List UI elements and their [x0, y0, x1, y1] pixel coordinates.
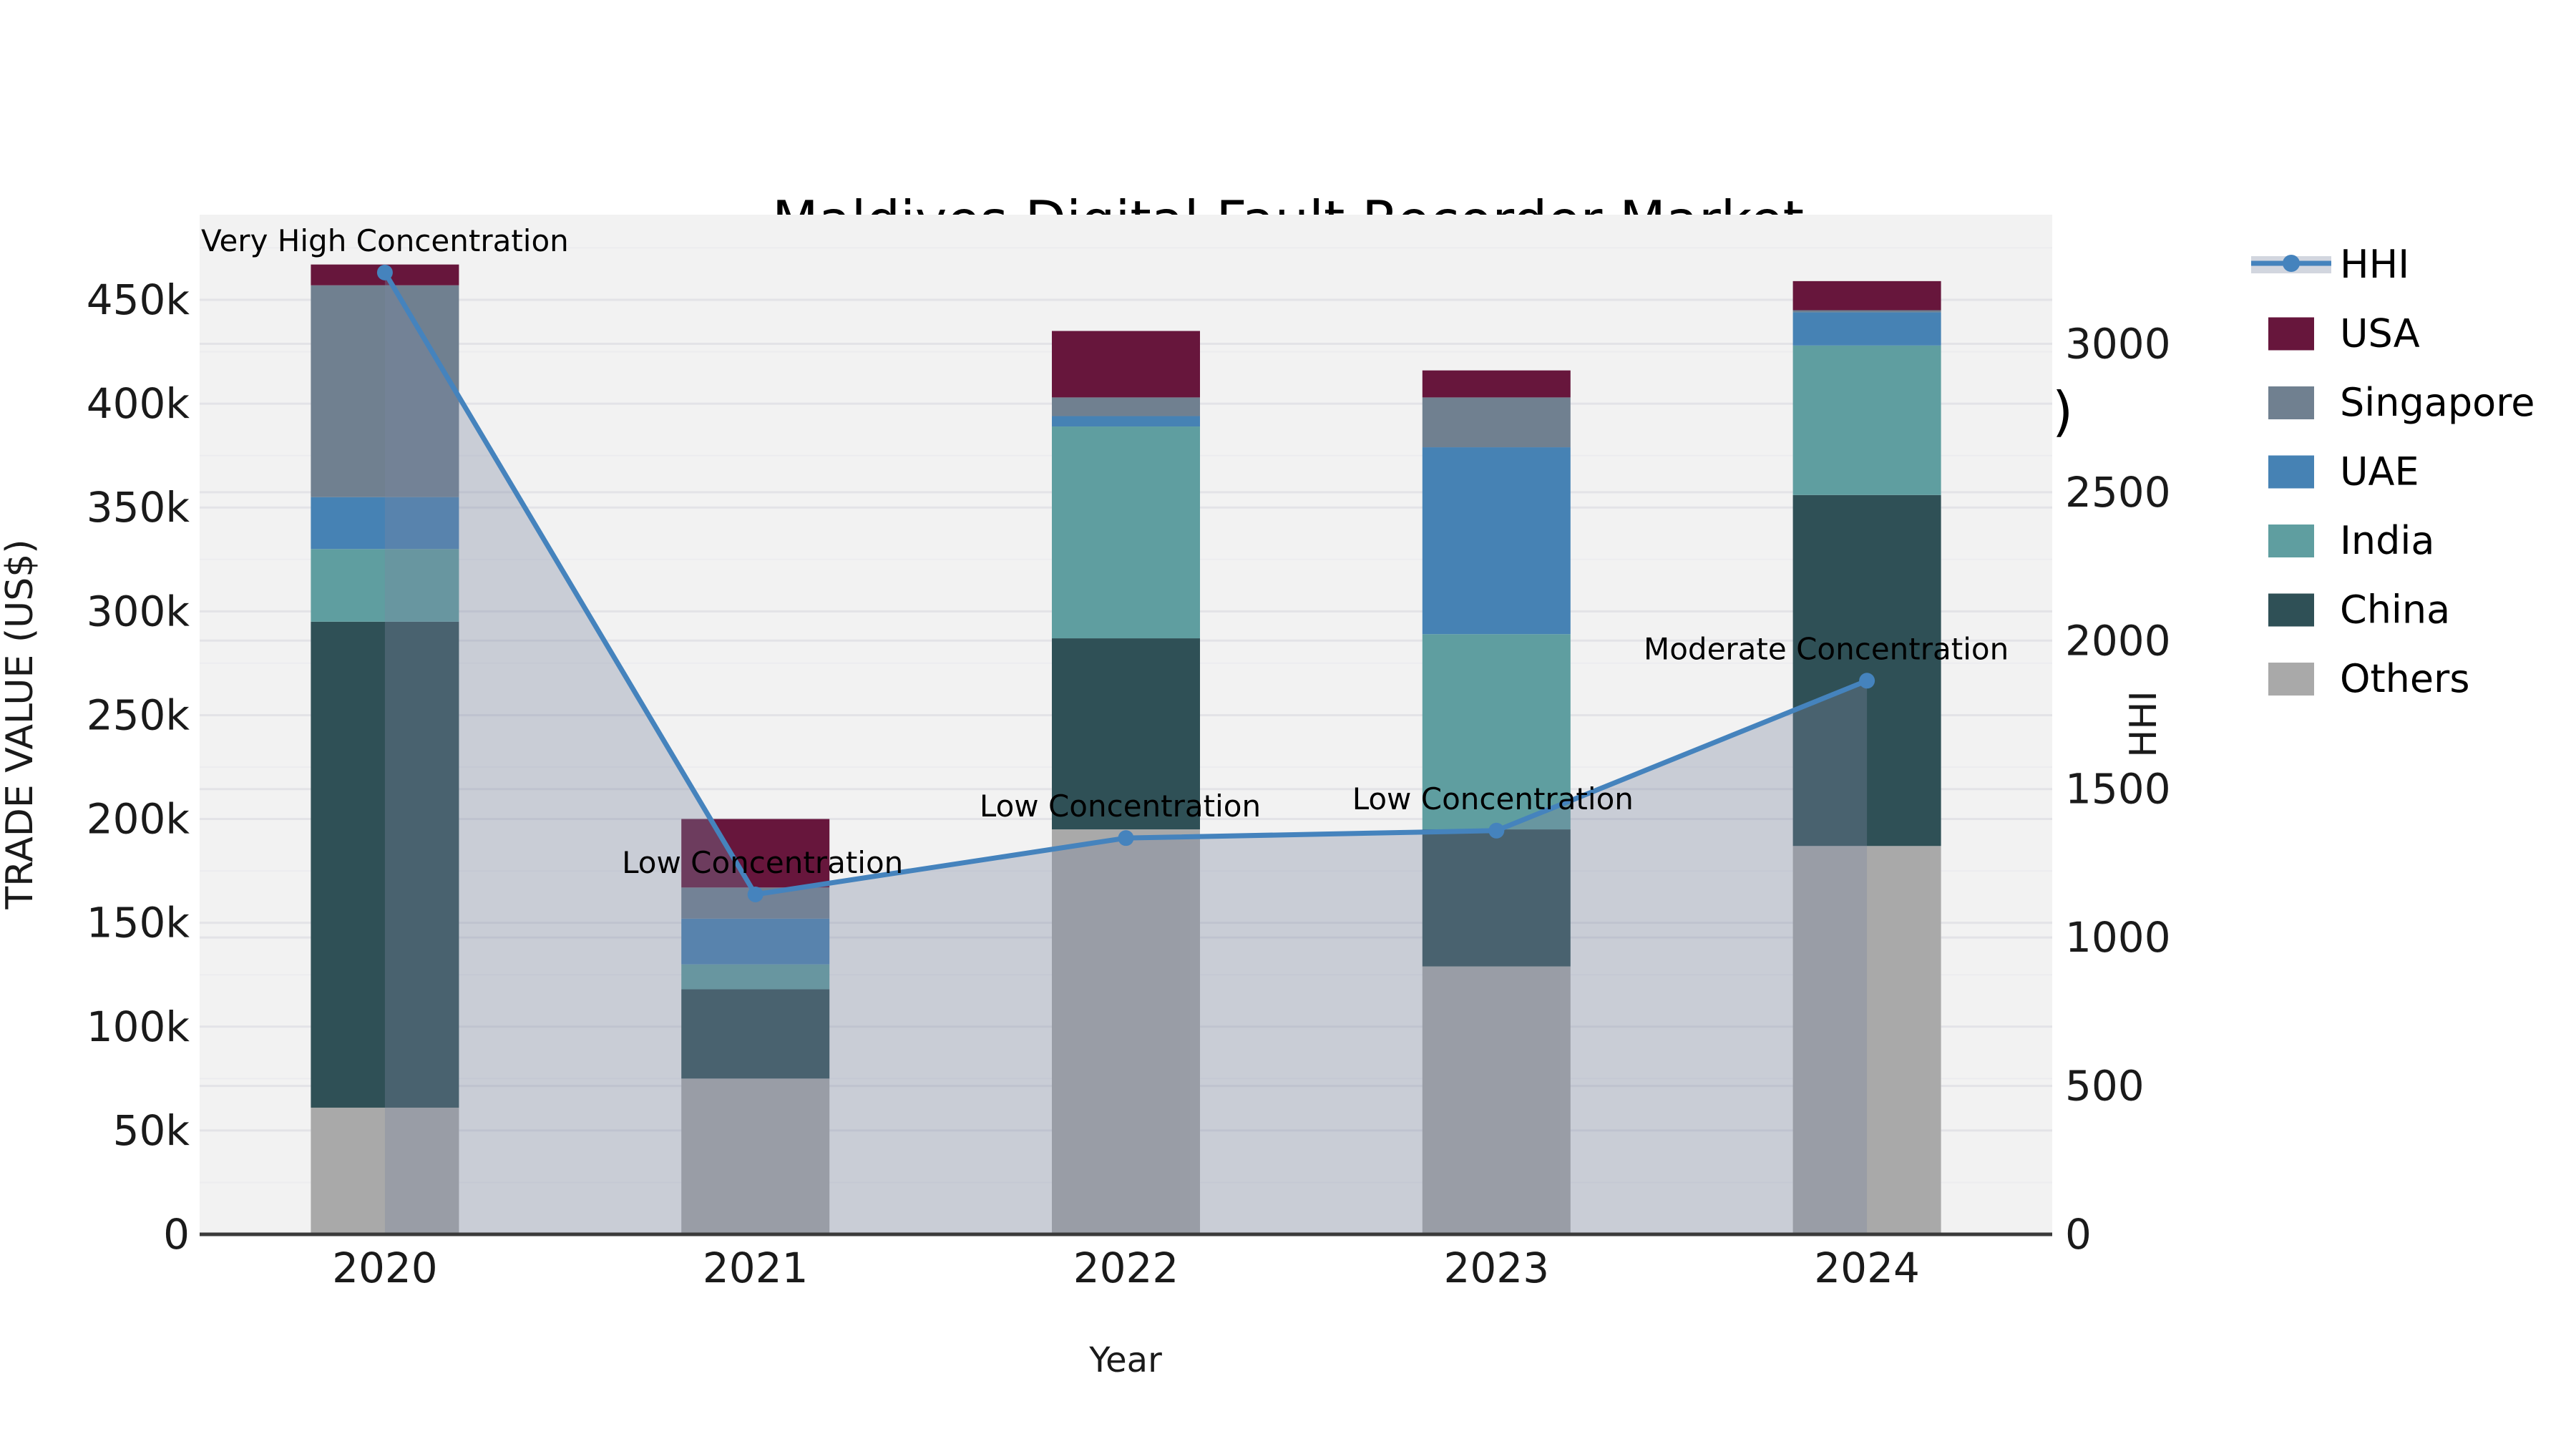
bar-segment-2022-usa [1052, 331, 1200, 398]
bar-segment-2022-singapore [1052, 397, 1200, 416]
bar-segment-2022-china [1052, 638, 1200, 830]
x-tick-2022: 2022 [1073, 1244, 1179, 1292]
bar-segment-2021-uae [681, 918, 830, 965]
y-right-tick-2500: 2500 [2065, 468, 2171, 517]
y-right-tick-3000: 3000 [2065, 319, 2171, 368]
bar-segment-2021-usa [681, 819, 830, 888]
legend-label-usa: USA [2340, 311, 2420, 356]
annotation-2024: Moderate Concentration [1644, 631, 2009, 666]
bar-segment-2024-others [1792, 846, 1941, 1234]
legend-label-uae: UAE [2340, 449, 2419, 494]
legend-swatch-china [2268, 593, 2314, 627]
y-right-axis-title: HHI [2122, 691, 2165, 758]
y-right-tick-0: 0 [2065, 1210, 2092, 1259]
y-left-tick-150k: 150k [87, 899, 190, 947]
bar-segment-2020-others [311, 1107, 459, 1234]
annotation-2021: Low Concentration [622, 845, 903, 880]
y-left-tick-400k: 400k [87, 379, 190, 428]
legend-label-singapore: Singapore [2340, 380, 2534, 425]
y-left-tick-50k: 50k [113, 1106, 190, 1155]
bar-segment-2021-india [681, 964, 830, 990]
y-left-tick-350k: 350k [87, 483, 190, 532]
bar-segment-2021-china [681, 989, 830, 1079]
legend-label-hhi: HHI [2340, 242, 2409, 287]
y-right-tick-500: 500 [2065, 1062, 2145, 1111]
bar-segment-2020-china [311, 621, 459, 1108]
y-right-tick-1500: 1500 [2065, 765, 2171, 814]
annotation-2022: Low Concentration [980, 789, 1261, 824]
y-left-tick-0: 0 [163, 1210, 190, 1259]
hhi-marker-2024 [1859, 673, 1875, 689]
bar-segment-2020-india [311, 549, 459, 622]
annotation-2023: Low Concentration [1352, 781, 1634, 816]
x-axis-title: Year [1088, 1340, 1162, 1380]
x-tick-2020: 2020 [332, 1244, 438, 1292]
bar-segment-2023-others [1422, 966, 1571, 1234]
bar-segment-2022-uae [1052, 416, 1200, 427]
legend-label-others: Others [2340, 656, 2469, 701]
x-tick-2023: 2023 [1443, 1244, 1549, 1292]
bar-segment-2021-others [681, 1078, 830, 1234]
hhi-marker-2022 [1118, 830, 1134, 847]
legend-label-china: China [2340, 587, 2450, 633]
hhi-marker-2021 [747, 887, 763, 902]
legend-swatch-uae [2268, 455, 2314, 489]
bar-segment-2020-singapore [311, 285, 459, 497]
bar-segment-2024-uae [1792, 312, 1941, 346]
legend-swatch-usa [2268, 317, 2314, 351]
bar-segment-2023-china [1422, 829, 1571, 967]
bar-segment-2024-singapore [1792, 310, 1941, 313]
y-right-tick-2000: 2000 [2065, 616, 2171, 665]
bar-segment-2023-singapore [1422, 397, 1571, 448]
y-left-tick-450k: 450k [87, 275, 190, 324]
bar-segment-2024-india [1792, 345, 1941, 495]
hhi-marker-2023 [1488, 822, 1505, 839]
bar-segment-2023-usa [1422, 370, 1571, 398]
y-left-tick-250k: 250k [87, 691, 190, 739]
annotation-2020: Very High Concentration [201, 223, 569, 258]
bar-segment-2024-usa [1792, 280, 1941, 311]
bar-segment-2024-china [1792, 494, 1941, 847]
y-left-tick-100k: 100k [87, 1002, 190, 1051]
y-left-tick-200k: 200k [87, 795, 190, 844]
y-left-tick-300k: 300k [87, 587, 190, 635]
x-tick-2021: 2021 [703, 1244, 809, 1292]
legend-swatch-india [2268, 525, 2314, 557]
hhi-marker-2020 [376, 264, 393, 280]
legend-label-india: India [2340, 518, 2435, 563]
x-tick-2024: 2024 [1814, 1244, 1920, 1292]
bar-segment-2022-india [1052, 426, 1200, 639]
bar-segment-2023-uae [1422, 447, 1571, 635]
bar-segment-2020-uae [311, 497, 459, 550]
y-left-axis-title: TRADE VALUE (US$) [0, 539, 42, 909]
y-right-tick-1000: 1000 [2065, 913, 2171, 962]
legend-swatch-others [2268, 663, 2314, 696]
bar-segment-2023-india [1422, 634, 1571, 830]
hhi-area-fill [384, 272, 1868, 1234]
legend-swatch-singapore [2268, 386, 2314, 419]
bar-segment-2022-others [1052, 829, 1200, 1234]
legend-hhi-marker-icon [2283, 255, 2300, 272]
